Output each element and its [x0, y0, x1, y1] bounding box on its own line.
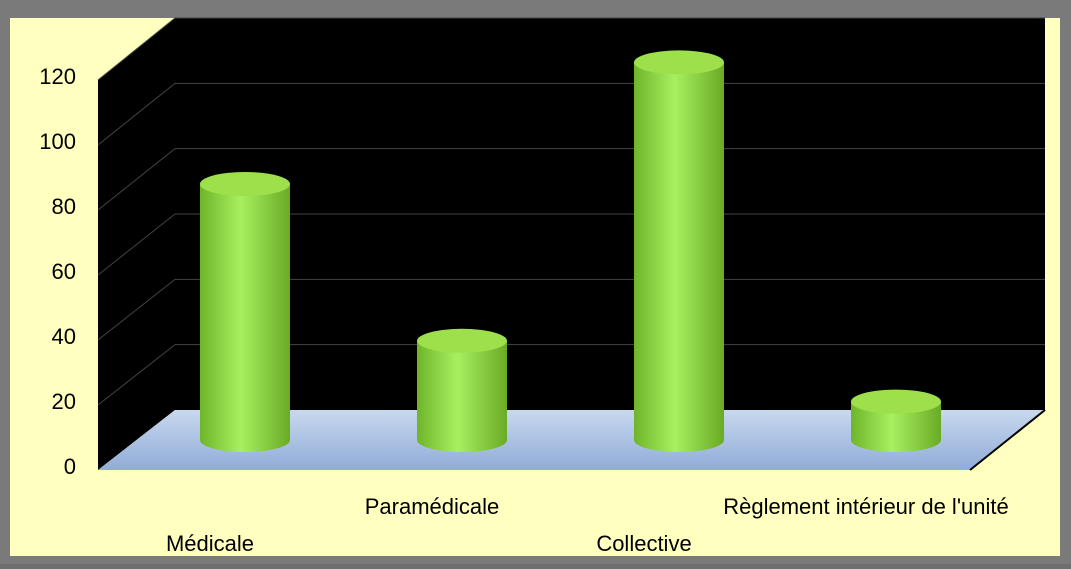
x-tick-label: Médicale: [166, 531, 254, 556]
bar-top: [200, 172, 290, 196]
grid-line: [97, 344, 176, 406]
grid-line: [97, 213, 176, 276]
y-tick-label: 120: [39, 64, 76, 89]
grid-line: [97, 82, 176, 146]
bar: [634, 50, 724, 453]
y-tick-label: 80: [52, 194, 76, 219]
y-tick-label: 40: [52, 324, 76, 349]
floor-edge: [969, 409, 1046, 471]
bar-body: [634, 62, 724, 453]
y-tick-label: 100: [39, 129, 76, 154]
bar-top: [634, 50, 724, 75]
floor: [98, 410, 1045, 470]
grid-line: [97, 148, 176, 211]
grid-line: [97, 17, 176, 81]
bar-body: [200, 184, 290, 452]
grid-line: [97, 278, 176, 341]
y-tick-label: 0: [64, 454, 76, 479]
y-tick-label: 20: [52, 389, 76, 414]
bar: [851, 389, 941, 452]
bars: [200, 50, 941, 453]
bar-top: [851, 389, 941, 414]
y-tick-label: 60: [52, 259, 76, 284]
x-tick-label: Paramédicale: [365, 494, 500, 519]
bar-body: [851, 401, 941, 452]
x-tick-label: Règlement intérieur de l'unité: [723, 494, 1008, 519]
bar: [200, 172, 290, 452]
bar-top: [417, 328, 507, 353]
bar-body: [417, 340, 507, 452]
x-tick-label: Collective: [596, 531, 691, 556]
grid: [97, 17, 1045, 406]
bar: [417, 328, 507, 452]
